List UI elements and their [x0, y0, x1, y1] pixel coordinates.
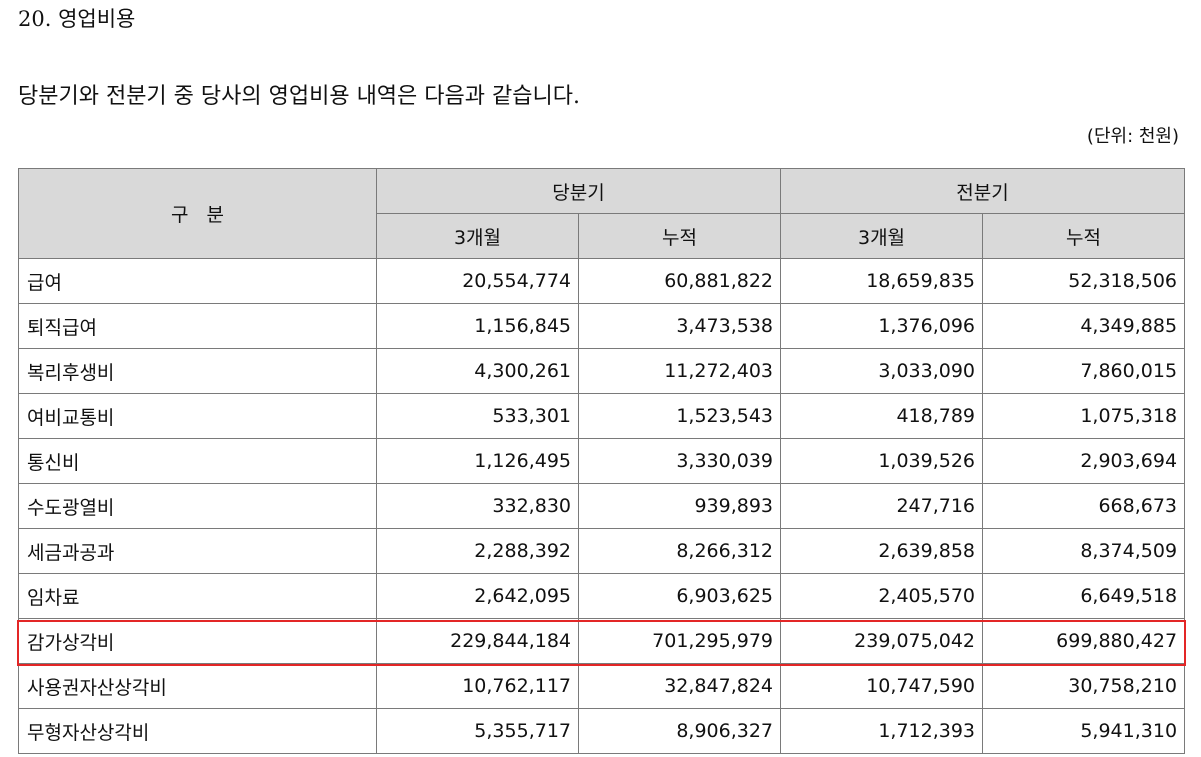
- previous-3m-header: 3개월: [780, 213, 984, 259]
- value-cell: 1,376,096: [780, 303, 984, 349]
- value-cell: 533,301: [376, 393, 579, 439]
- value-cell: 8,906,327: [577, 708, 782, 754]
- value-cell: 5,941,310: [982, 708, 1186, 754]
- value-cell: 2,639,858: [780, 528, 984, 574]
- value-cell: 7,860,015: [982, 348, 1186, 394]
- value-cell: 332,830: [376, 483, 579, 529]
- value-cell: 20,554,774: [376, 258, 579, 304]
- table-row: 무형자산상각비 5,355,717 8,906,327 1,712,393 5,941,…: [18, 708, 1186, 754]
- value-cell: 668,673: [982, 483, 1186, 529]
- value-cell: 30,758,210: [982, 663, 1186, 709]
- value-cell: 18,659,835: [780, 258, 984, 304]
- row-label: 무형자산상각비: [18, 708, 377, 754]
- table-row: 여비교통비 533,301 1,523,543 418,789 1,075,318: [18, 393, 1186, 439]
- table-header: 구분 당분기 전분기 3개월 누적 3개월 누적: [18, 168, 1186, 259]
- value-cell: 229,844,184: [376, 618, 579, 664]
- value-cell: 418,789: [780, 393, 984, 439]
- category-header: 구분: [18, 168, 377, 259]
- table-row: 복리후생비 4,300,261 11,272,403 3,033,090 7,860,0…: [18, 348, 1186, 394]
- row-label: 임차료: [18, 573, 377, 619]
- value-cell: 1,039,526: [780, 438, 984, 484]
- value-cell: 247,716: [780, 483, 984, 529]
- row-label: 사용권자산상각비: [18, 663, 377, 709]
- value-cell: 1,712,393: [780, 708, 984, 754]
- value-cell: 239,075,042: [780, 618, 984, 664]
- current-3m-header: 3개월: [376, 213, 579, 259]
- current-cumulative-header: 누적: [577, 213, 782, 259]
- intro-text: 당분기와 전분기 중 당사의 영업비용 내역은 다음과 같습니다.: [18, 84, 580, 109]
- table-row: 세금과공과 2,288,392 8,266,312 2,639,858 8,374,50…: [18, 528, 1186, 574]
- value-cell: 11,272,403: [577, 348, 782, 394]
- table-row: 수도광열비 332,830 939,893 247,716 668,673: [18, 483, 1186, 529]
- value-cell: 8,374,509: [982, 528, 1186, 574]
- value-cell: 60,881,822: [577, 258, 782, 304]
- row-label: 수도광열비: [18, 483, 377, 529]
- table-row: 통신비 1,126,495 3,330,039 1,039,526 2,903,694: [18, 438, 1186, 484]
- value-cell: 939,893: [577, 483, 782, 529]
- unit-label: (단위: 천원): [1086, 126, 1179, 147]
- section-title: 20. 영업비용: [18, 7, 136, 31]
- table-row: 임차료 2,642,095 6,903,625 2,405,570 6,649,518: [18, 573, 1186, 619]
- operating-expenses-table: 구분 당분기 전분기 3개월 누적 3개월 누적 급여 20,554,774 60,…: [18, 168, 1186, 754]
- value-cell: 3,033,090: [780, 348, 984, 394]
- table-row: 급여 20,554,774 60,881,822 18,659,835 52,318,5…: [18, 258, 1186, 304]
- value-cell: 2,642,095: [376, 573, 579, 619]
- value-cell: 10,762,117: [376, 663, 579, 709]
- value-cell: 1,523,543: [577, 393, 782, 439]
- value-cell: 8,266,312: [577, 528, 782, 574]
- table-row: 감가상각비 229,844,184 701,295,979 239,075,042 69…: [18, 618, 1186, 664]
- value-cell: 1,156,845: [376, 303, 579, 349]
- table-row: 사용권자산상각비 10,762,117 32,847,824 10,747,590 30…: [18, 663, 1186, 709]
- value-cell: 701,295,979: [577, 618, 782, 664]
- value-cell: 5,355,717: [376, 708, 579, 754]
- value-cell: 3,473,538: [577, 303, 782, 349]
- value-cell: 4,300,261: [376, 348, 579, 394]
- previous-quarter-header: 전분기: [780, 168, 1186, 214]
- row-label: 여비교통비: [18, 393, 377, 439]
- previous-cumulative-header: 누적: [982, 213, 1186, 259]
- value-cell: 3,330,039: [577, 438, 782, 484]
- table-row: 퇴직급여 1,156,845 3,473,538 1,376,096 4,349,885: [18, 303, 1186, 349]
- row-label: 급여: [18, 258, 377, 304]
- value-cell: 6,903,625: [577, 573, 782, 619]
- row-label: 퇴직급여: [18, 303, 377, 349]
- value-cell: 1,075,318: [982, 393, 1186, 439]
- value-cell: 2,288,392: [376, 528, 579, 574]
- value-cell: 32,847,824: [577, 663, 782, 709]
- value-cell: 1,126,495: [376, 438, 579, 484]
- row-label: 통신비: [18, 438, 377, 484]
- current-quarter-header: 당분기: [375, 168, 782, 214]
- value-cell: 6,649,518: [982, 573, 1186, 619]
- row-label: 복리후생비: [18, 348, 377, 394]
- value-cell: 10,747,590: [780, 663, 984, 709]
- row-label: 세금과공과: [18, 528, 377, 574]
- value-cell: 4,349,885: [982, 303, 1186, 349]
- value-cell: 2,405,570: [780, 573, 984, 619]
- row-label: 감가상각비: [18, 618, 377, 664]
- value-cell: 2,903,694: [982, 438, 1186, 484]
- value-cell: 699,880,427: [982, 618, 1186, 664]
- value-cell: 52,318,506: [982, 258, 1186, 304]
- table-body: 급여 20,554,774 60,881,822 18,659,835 52,318,5…: [18, 258, 1186, 754]
